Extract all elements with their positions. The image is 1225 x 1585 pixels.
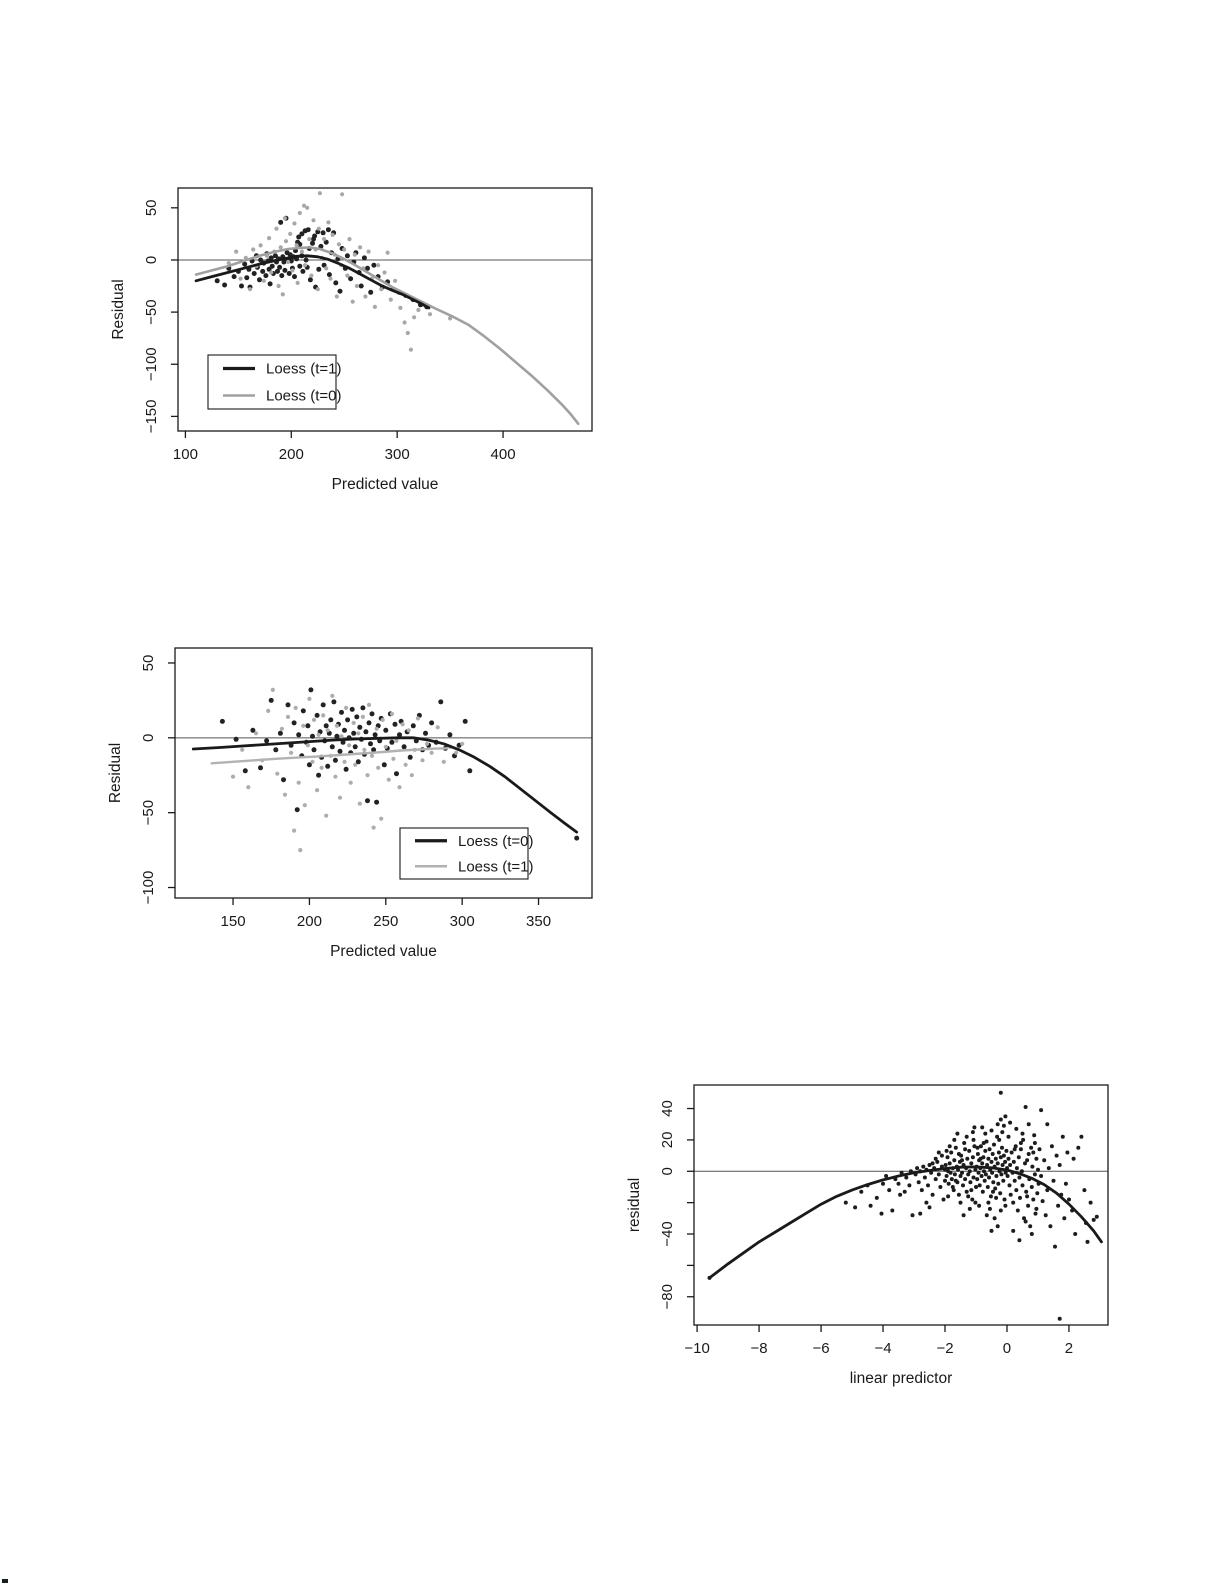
chart1-y-tick-label: −150	[143, 400, 160, 434]
chart1-x-tick-label: 200	[279, 446, 304, 463]
chart2-legend-label: Loess (t=1)	[458, 858, 533, 875]
chart3-x-tick-label: 0	[1003, 1340, 1011, 1357]
chart2-x-axis-title: Predicted value	[330, 943, 437, 960]
chart1-x-axis-title: Predicted value	[332, 476, 439, 493]
chart3-x-tick-label: −4	[874, 1340, 891, 1357]
chart3-x-axis: −10 −8 −6 −4 −2 0 2 linear predictor	[684, 1325, 1073, 1387]
chart3-loess-line	[708, 1165, 1103, 1280]
chart3-x-tick-label: −10	[684, 1340, 709, 1357]
page-artifact-dot	[2, 1579, 8, 1583]
chart1-x-axis: 100 200 300 400 Predicted value	[173, 431, 516, 493]
chart1-legend-box	[207, 354, 337, 410]
chart1-legend-label: Loess (t=0)	[266, 388, 341, 405]
chart2-x-tick-label: 250	[373, 913, 398, 930]
residual-vs-predicted-chart-middle: 150 200 250 300 350 Predicted value 50 0 −50 −100…	[100, 620, 610, 965]
chart3-y-axis-title: residual	[626, 1178, 643, 1232]
chart1-loess-t1-line	[194, 254, 431, 310]
chart3-x-tick-label: −8	[751, 1340, 768, 1357]
chart1-y-axis-title: Residual	[110, 279, 127, 339]
chart3-x-axis-title: linear predictor	[850, 1370, 953, 1387]
chart3-y-tick-label: −40	[659, 1221, 676, 1246]
chart1-frame	[177, 187, 593, 432]
chart2-legend: Loess (t=0) Loess (t=1)	[399, 827, 533, 880]
chart2-y-axis-title: Residual	[107, 743, 124, 803]
residual-vs-linear-predictor-chart: −10 −8 −6 −4 −2 0 2 linear predictor 40 20 0 −40 −80…	[615, 1060, 1145, 1395]
chart1-canvas: 100 200 300 400 Predicted value 50 0 −50 −100 −15…	[110, 187, 593, 493]
chart1-y-tick-label: −50	[143, 299, 160, 324]
chart2-y-axis: 50 0 −50 −100 Residual	[107, 655, 175, 905]
chart1-y-tick-label: −100	[143, 347, 160, 381]
chart2-y-tick-label: −50	[140, 800, 157, 825]
chart1-x-tick-label: 400	[491, 446, 516, 463]
chart1-legend: Loess (t=1) Loess (t=0)	[207, 354, 341, 410]
chart2-loess-t1-line	[210, 747, 449, 765]
chart1-y-tick-label: 50	[143, 199, 160, 216]
chart3-points	[707, 1090, 1099, 1321]
chart2-loess-t0-line	[191, 736, 579, 834]
chart2-x-tick-label: 150	[221, 913, 246, 930]
chart3-y-tick-label: 0	[659, 1167, 676, 1175]
chart3-y-tick-label: 20	[659, 1132, 676, 1149]
chart2-x-tick-label: 300	[450, 913, 475, 930]
chart3-x-tick-label: −6	[812, 1340, 829, 1357]
chart2-x-tick-label: 200	[297, 913, 322, 930]
chart2-legend-label: Loess (t=0)	[458, 833, 533, 850]
chart3-frame	[693, 1084, 1109, 1326]
chart3-y-tick-label: 40	[659, 1100, 676, 1117]
residual-vs-predicted-chart-top: 100 200 300 400 Predicted value 50 0 −50 −100 −15…	[100, 160, 610, 505]
chart2-x-tick-label: 350	[526, 913, 551, 930]
chart2-y-tick-label: 0	[140, 734, 157, 742]
chart2-x-axis: 150 200 250 300 350 Predicted value	[221, 898, 551, 960]
chart1-points-t1	[214, 215, 430, 310]
chart2-legend-box	[399, 827, 529, 880]
chart2-frame	[174, 647, 593, 899]
chart2-y-tick-label: −100	[140, 871, 157, 905]
chart3-y-tick-label: −80	[659, 1284, 676, 1309]
chart3-x-tick-label: 2	[1065, 1340, 1073, 1357]
chart3-canvas: −10 −8 −6 −4 −2 0 2 linear predictor 40 20 0 −40 −80…	[626, 1084, 1109, 1387]
chart1-loess-t0-line	[194, 246, 580, 426]
chart2-points-t0	[219, 687, 580, 841]
chart1-y-tick-label: 0	[143, 256, 160, 264]
chart3-x-tick-label: −2	[936, 1340, 953, 1357]
chart2-canvas: 150 200 250 300 350 Predicted value 50 0 −50 −100…	[107, 647, 593, 960]
chart1-x-tick-label: 100	[173, 446, 198, 463]
chart3-y-axis: 40 20 0 −40 −80 residual	[626, 1100, 694, 1309]
chart1-legend-label: Loess (t=1)	[266, 361, 341, 378]
chart1-x-tick-label: 300	[385, 446, 410, 463]
chart2-y-tick-label: 50	[140, 655, 157, 672]
chart1-y-axis: 50 0 −50 −100 −150 Residual	[110, 199, 178, 433]
